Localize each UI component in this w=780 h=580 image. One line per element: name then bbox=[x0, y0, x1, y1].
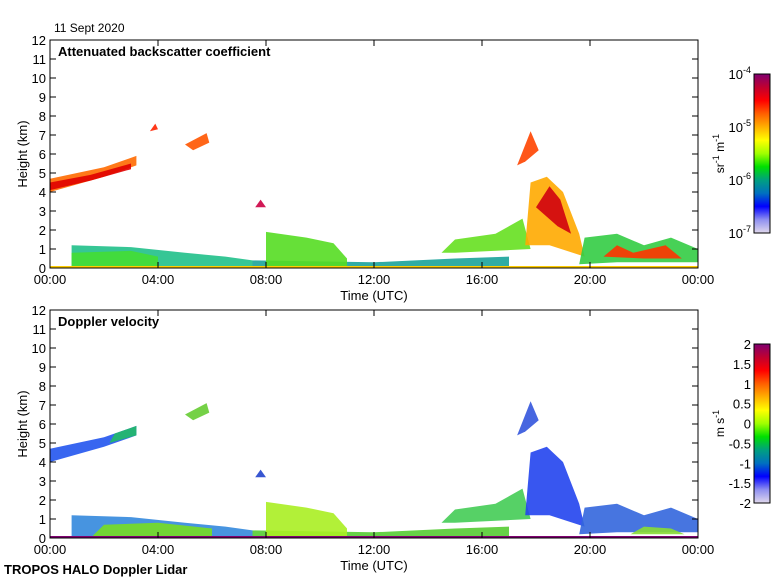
colorbar-tick-label: -0.5 bbox=[729, 436, 751, 451]
colorbar-tick-label: 1 bbox=[744, 377, 751, 392]
feature-cloud-fragment-3 bbox=[255, 199, 266, 208]
colorbar-tick-label: -1 bbox=[739, 456, 751, 471]
colorbar-tick-label: 2 bbox=[744, 337, 751, 352]
y-tick-label: 3 bbox=[39, 204, 46, 219]
y-tick-label: 8 bbox=[39, 379, 46, 394]
colorbar-tick-label: 1.5 bbox=[733, 357, 751, 372]
colorbar-tick-label: -1.5 bbox=[729, 476, 751, 491]
feature-boundary-layer-green bbox=[71, 250, 158, 268]
y-tick-label: 1 bbox=[39, 242, 46, 257]
y-tick-label: 1 bbox=[39, 512, 46, 527]
x-axis-label: Time (UTC) bbox=[340, 288, 407, 303]
y-tick-label: 10 bbox=[32, 341, 46, 356]
y-axis-label: Height (km) bbox=[15, 390, 30, 457]
colorbar-tick-label: 10-7 bbox=[729, 224, 751, 241]
colorbar-tick-label: 10-5 bbox=[729, 118, 751, 135]
x-tick-label: 08:00 bbox=[250, 542, 283, 557]
feature-evening-mix bbox=[630, 526, 685, 535]
plot-frame bbox=[49, 39, 699, 269]
x-tick-label: 04:00 bbox=[142, 542, 175, 557]
feature-cloud-core bbox=[536, 186, 572, 234]
panel-title: Doppler velocity bbox=[58, 314, 160, 329]
x-axis-label: Time (UTC) bbox=[340, 558, 407, 573]
y-axis-label: Height (km) bbox=[15, 120, 30, 187]
y-tick-label: 8 bbox=[39, 109, 46, 124]
x-tick-label: 20:00 bbox=[574, 542, 607, 557]
x-tick-label: 12:00 bbox=[358, 272, 391, 287]
colorbar-tick-label: -2 bbox=[739, 496, 751, 511]
feature-morning-convection bbox=[266, 231, 347, 268]
colorbar bbox=[753, 343, 771, 504]
feature-cloud-fragment-4 bbox=[517, 401, 539, 436]
panel-backscatter: Attenuated backscatter coefficient012345… bbox=[15, 33, 771, 303]
y-tick-label: 7 bbox=[39, 398, 46, 413]
colorbar-label: sr-1 m-1 bbox=[711, 134, 727, 173]
feature-evening-core bbox=[603, 245, 682, 259]
x-tick-label: 20:00 bbox=[574, 272, 607, 287]
y-tick-label: 9 bbox=[39, 360, 46, 375]
feature-morning-convection bbox=[266, 501, 347, 538]
y-tick-label: 6 bbox=[39, 147, 46, 162]
y-tick-label: 5 bbox=[39, 436, 46, 451]
data-layer bbox=[50, 123, 698, 268]
colorbar-tick-label: 0.5 bbox=[733, 397, 751, 412]
y-tick-label: 12 bbox=[32, 303, 46, 318]
feature-boundary-layer-mix bbox=[90, 522, 212, 538]
feature-afternoon-layer bbox=[441, 488, 531, 523]
x-tick-label: 04:00 bbox=[142, 272, 175, 287]
feature-cloud-fragment-2 bbox=[149, 123, 158, 132]
y-tick-label: 4 bbox=[39, 185, 46, 200]
y-tick-label: 11 bbox=[33, 52, 47, 67]
y-tick-label: 5 bbox=[39, 166, 46, 181]
x-tick-label: 16:00 bbox=[466, 272, 499, 287]
y-tick-label: 7 bbox=[39, 128, 46, 143]
y-tick-label: 6 bbox=[39, 417, 46, 432]
y-tick-label: 12 bbox=[32, 33, 46, 48]
feature-cloud-fragment-3 bbox=[255, 469, 266, 478]
feature-elevated-aerosol-green bbox=[109, 425, 137, 443]
x-tick-label: 00:00 bbox=[682, 542, 715, 557]
y-tick-label: 2 bbox=[39, 493, 46, 508]
y-tick-label: 11 bbox=[33, 322, 47, 337]
plot-frame bbox=[49, 309, 699, 539]
x-tick-label: 00:00 bbox=[34, 542, 67, 557]
data-layer bbox=[50, 401, 698, 538]
y-tick-label: 2 bbox=[39, 223, 46, 238]
colorbar bbox=[753, 73, 771, 234]
colorbar-label: m s-1 bbox=[711, 410, 727, 437]
y-tick-label: 10 bbox=[32, 71, 46, 86]
x-tick-label: 00:00 bbox=[682, 272, 715, 287]
instrument-label: TROPOS HALO Doppler Lidar bbox=[4, 562, 187, 577]
colorbar-tick-label: 0 bbox=[744, 417, 751, 432]
feature-cloud-fragment-4 bbox=[517, 131, 539, 166]
colorbar-tick-label: 10-4 bbox=[729, 65, 751, 82]
y-tick-label: 4 bbox=[39, 455, 46, 470]
x-tick-label: 16:00 bbox=[466, 542, 499, 557]
y-tick-label: 3 bbox=[39, 474, 46, 489]
y-tick-label: 9 bbox=[39, 90, 46, 105]
x-tick-label: 08:00 bbox=[250, 272, 283, 287]
x-tick-label: 00:00 bbox=[34, 272, 67, 287]
feature-cloud-fragment-1 bbox=[185, 403, 210, 421]
feature-evening-layer bbox=[579, 503, 698, 535]
feature-cloud-fragment-1 bbox=[185, 133, 210, 151]
y-tick-label: 0 bbox=[39, 261, 46, 276]
feature-afternoon-layer bbox=[441, 218, 531, 253]
panel-title: Attenuated backscatter coefficient bbox=[58, 44, 271, 59]
x-tick-label: 12:00 bbox=[358, 542, 391, 557]
colorbar-tick-label: 10-6 bbox=[729, 171, 751, 188]
y-tick-label: 0 bbox=[39, 531, 46, 546]
feature-elevated-aerosol-core bbox=[50, 163, 131, 191]
date-label: 11 Sept 2020 bbox=[54, 21, 125, 35]
feature-evening-layer bbox=[579, 233, 698, 265]
feature-cloud-column bbox=[525, 446, 585, 527]
